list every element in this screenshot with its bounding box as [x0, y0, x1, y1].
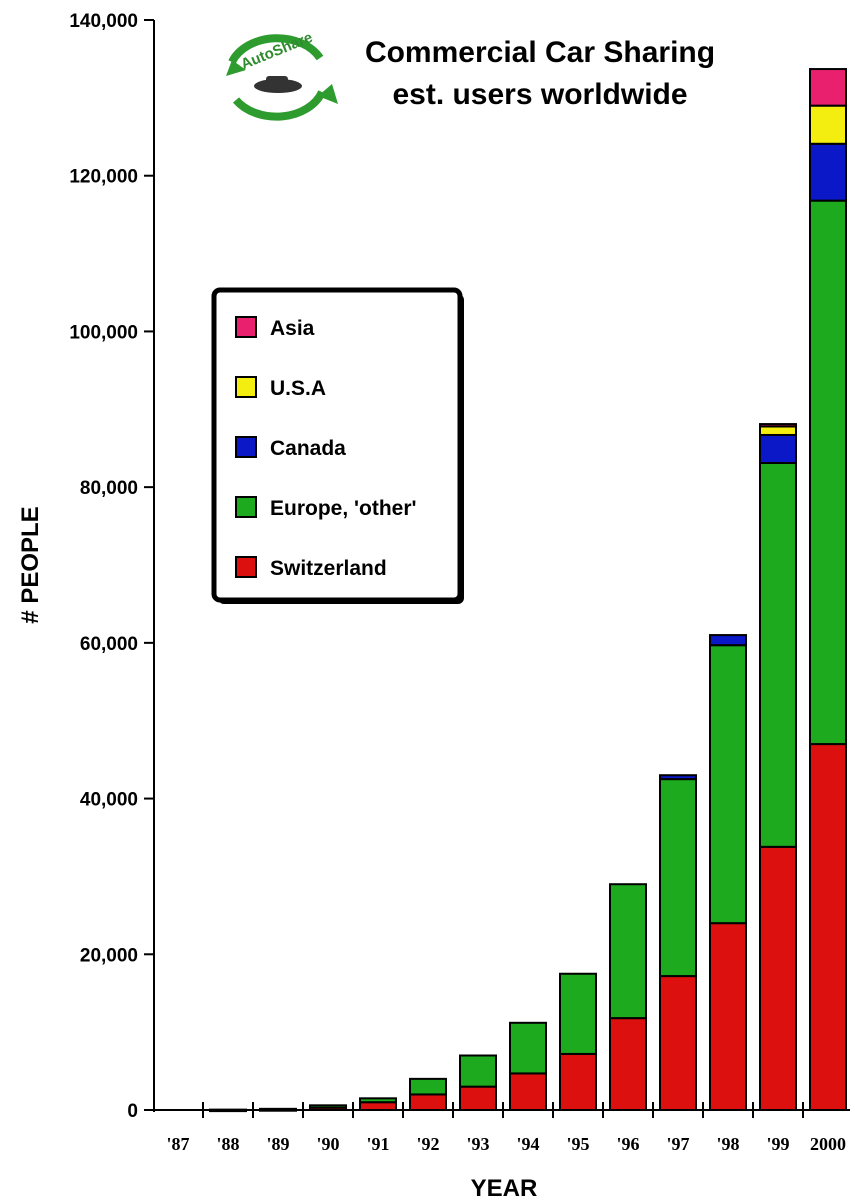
- bar-segment-europe-other: [759, 462, 797, 848]
- legend-label: Europe, 'other': [270, 497, 417, 520]
- bar-segment-u-s-a: [809, 104, 847, 145]
- bar-segment-switzerland: [409, 1093, 447, 1112]
- chart-subtitle: est. users worldwide: [392, 78, 687, 111]
- legend-swatch: [235, 436, 257, 458]
- bar-segment-u-s-a: [759, 425, 797, 436]
- y-tick-label: 20,000: [80, 945, 138, 966]
- y-tick-label: 0: [127, 1101, 138, 1122]
- x-tick-label: '94: [516, 1134, 539, 1154]
- bar-segment-switzerland: [659, 975, 697, 1111]
- bar-segment-europe-other: [309, 1104, 347, 1109]
- y-tick-label: 40,000: [80, 790, 138, 811]
- bar-segment-canada: [809, 142, 847, 202]
- bar-segment-europe-other: [459, 1054, 497, 1088]
- bar-segment-europe-other: [709, 644, 747, 925]
- legend-swatch: [235, 496, 257, 518]
- bar-segment-switzerland: [709, 922, 747, 1112]
- x-tick-label: '98: [716, 1134, 739, 1154]
- legend-swatch: [235, 556, 257, 578]
- x-tick-label: '91: [366, 1134, 389, 1154]
- x-tick-label: '89: [266, 1134, 289, 1154]
- bar-segment-canada: [659, 774, 697, 781]
- y-axis-ticks: 0 20,000 40,000 60,000 80,000 100,000 120,000 1…: [69, 11, 154, 1122]
- bar-segment-switzerland: [609, 1017, 647, 1112]
- bar-segment-switzerland: [509, 1072, 547, 1111]
- bar-segment-switzerland: [559, 1052, 597, 1112]
- bar-segment-europe-other: [559, 972, 597, 1055]
- x-tick-label: '95: [566, 1134, 589, 1154]
- bar-segment-switzerland: [809, 743, 847, 1111]
- legend: Asia U.S.A Canada Europe, 'other' Switzerlan…: [211, 287, 464, 604]
- bar-segment-canada: [709, 634, 747, 647]
- y-tick-label: 120,000: [69, 167, 138, 188]
- legend-swatch: [235, 376, 257, 398]
- bar-segment-europe-other: [609, 883, 647, 1020]
- bar-segment-europe-other: [509, 1021, 547, 1075]
- chart-title: Commercial Car Sharing: [365, 36, 715, 69]
- x-tick-label: '96: [616, 1134, 639, 1154]
- x-tick-label: '88: [216, 1134, 239, 1154]
- x-tick-label: '90: [316, 1134, 339, 1154]
- bar-segment-europe-other: [259, 1107, 297, 1112]
- legend-swatch: [235, 316, 257, 338]
- bar-segment-europe-other: [209, 1108, 247, 1113]
- y-tick-label: 60,000: [80, 634, 138, 655]
- bar-segment-asia: [809, 68, 847, 107]
- bar-segment-asia: [759, 423, 797, 428]
- x-axis-ticks: '87 '88 '89 '90 '91 '92 '93 '94 '95 '96 '97 '98 '99 2…: [166, 1102, 846, 1154]
- y-tick-label: 140,000: [69, 11, 138, 32]
- legend-label: U.S.A: [270, 377, 326, 400]
- autoshare-logo: AutoShare: [226, 29, 338, 121]
- legend-label: Canada: [270, 437, 346, 460]
- x-tick-label: '93: [466, 1134, 489, 1154]
- bar-segment-europe-other: [809, 199, 847, 746]
- x-tick-label: '92: [416, 1134, 439, 1154]
- bar-segment-europe-other: [409, 1077, 447, 1096]
- bar-segment-switzerland: [759, 845, 797, 1111]
- bar-segment-europe-other: [359, 1097, 397, 1104]
- bar-segment-canada: [759, 433, 797, 465]
- legend-label: Switzerland: [270, 557, 387, 580]
- y-tick-label: 100,000: [69, 322, 138, 343]
- bar-series: [209, 68, 847, 1113]
- x-tick-label: 2000: [810, 1134, 846, 1154]
- bar-segment-switzerland: [359, 1101, 397, 1111]
- legend-label: Asia: [270, 317, 315, 340]
- x-axis-title: YEAR: [471, 1175, 538, 1202]
- bar-segment-switzerland: [459, 1085, 497, 1111]
- x-tick-label: '87: [166, 1134, 189, 1154]
- y-axis-title: # PEOPLE: [17, 506, 44, 623]
- x-tick-label: '97: [666, 1134, 689, 1154]
- y-tick-label: 80,000: [80, 478, 138, 499]
- bar-segment-europe-other: [659, 778, 697, 978]
- x-tick-label: '99: [766, 1134, 789, 1154]
